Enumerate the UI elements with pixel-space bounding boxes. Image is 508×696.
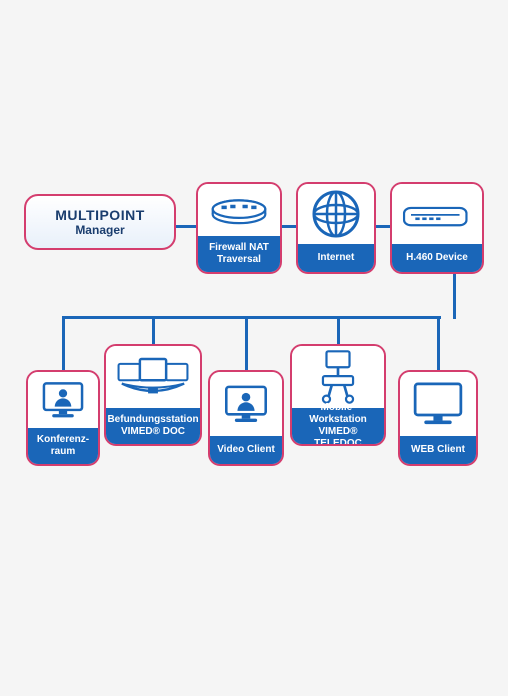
connector-line bbox=[282, 225, 296, 228]
device-icon bbox=[392, 184, 482, 244]
monitor-icon bbox=[400, 372, 476, 436]
node-konferenz: Konferenz-raum bbox=[26, 370, 100, 466]
connector-line bbox=[63, 316, 441, 319]
node-label: Konferenz-raum bbox=[28, 428, 98, 464]
connector-line bbox=[62, 316, 65, 370]
node-label: Video Client bbox=[210, 436, 282, 464]
node-label-line: Traversal bbox=[217, 254, 261, 266]
root-subtitle: Manager bbox=[75, 223, 124, 237]
connector-line bbox=[176, 225, 196, 228]
node-h460: H.460 Device bbox=[390, 182, 484, 274]
node-label: Firewall NATTraversal bbox=[198, 236, 280, 272]
connector-line bbox=[376, 225, 390, 228]
node-firewall: Firewall NATTraversal bbox=[196, 182, 282, 274]
node-mobile: Mobile-WorkstationVIMED® TELEDOC bbox=[290, 344, 386, 446]
node-label: WEB Client bbox=[400, 436, 476, 464]
node-label: Internet bbox=[298, 244, 374, 272]
node-label-line: Video Client bbox=[217, 444, 275, 456]
node-label-line: WEB Client bbox=[411, 444, 465, 456]
node-label-line: Firewall NAT bbox=[209, 242, 269, 254]
connector-line bbox=[337, 316, 340, 344]
connector-line bbox=[152, 316, 155, 344]
root-multipoint-manager: MULTIPOINTManager bbox=[24, 194, 176, 250]
node-label-line: Internet bbox=[318, 252, 355, 264]
node-label: H.460 Device bbox=[392, 244, 482, 272]
connector-line bbox=[245, 316, 248, 370]
node-label-line: Konferenz- bbox=[37, 434, 89, 446]
node-web: WEB Client bbox=[398, 370, 478, 466]
router-icon bbox=[198, 184, 280, 236]
globe-icon bbox=[298, 184, 374, 244]
monitor-user-icon bbox=[28, 372, 98, 428]
node-label-line: Mobile-Workstation bbox=[294, 402, 382, 426]
node-video: Video Client bbox=[208, 370, 284, 466]
monitor-user-icon bbox=[210, 372, 282, 436]
node-label: Mobile-WorkstationVIMED® TELEDOC bbox=[292, 408, 384, 444]
cart-icon bbox=[292, 346, 384, 408]
node-label-line: H.460 Device bbox=[406, 252, 468, 264]
diagram-canvas: MULTIPOINTManager Firewall NATTraversal … bbox=[0, 0, 508, 696]
root-title: MULTIPOINT bbox=[55, 207, 145, 223]
node-label: BefundungsstationVIMED® DOC bbox=[106, 408, 200, 444]
node-label-line: VIMED® DOC bbox=[121, 426, 185, 438]
node-befund: BefundungsstationVIMED® DOC bbox=[104, 344, 202, 446]
node-label-line: VIMED® TELEDOC bbox=[294, 426, 382, 446]
connector-line bbox=[437, 316, 440, 370]
node-internet: Internet bbox=[296, 182, 376, 274]
node-label-line: Befundungsstation bbox=[107, 414, 198, 426]
node-label-line: raum bbox=[51, 446, 75, 458]
multi-monitor-icon bbox=[106, 346, 200, 408]
connector-line bbox=[453, 274, 456, 319]
